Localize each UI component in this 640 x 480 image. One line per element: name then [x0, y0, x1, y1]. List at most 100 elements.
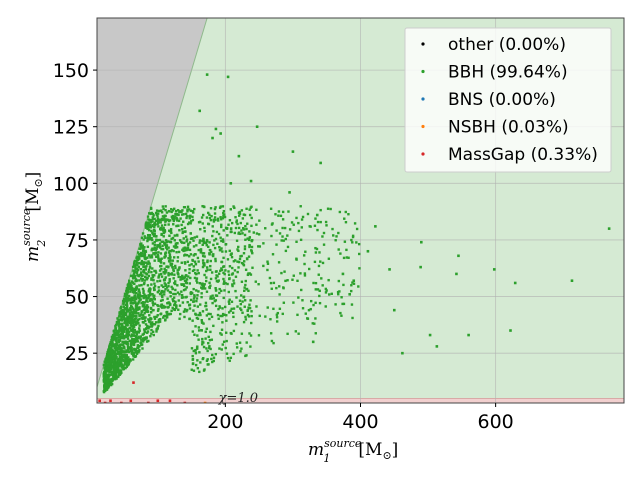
bbh-point — [150, 318, 152, 320]
bbh-point — [292, 301, 294, 303]
bbh-point — [239, 211, 241, 213]
bbh-point — [238, 261, 240, 263]
bbh-point — [297, 222, 299, 224]
bbh-point — [281, 235, 283, 237]
x-tick-label: 200 — [207, 411, 243, 433]
bbh-point — [159, 318, 161, 320]
bbh-point — [221, 315, 223, 317]
bbh-point — [147, 340, 149, 342]
bbh-point — [162, 227, 164, 229]
bbh-point — [140, 255, 142, 257]
bbh-point — [201, 240, 203, 242]
bbh-point — [184, 308, 186, 310]
bbh-point — [332, 234, 334, 236]
bbh-point — [147, 284, 149, 286]
bbh-point — [249, 345, 251, 347]
bbh-point — [125, 362, 127, 364]
bbh-point — [187, 243, 189, 245]
bbh-point — [305, 312, 307, 314]
bbh-point — [172, 223, 174, 225]
bbh-point — [177, 256, 179, 258]
bbh-point — [123, 346, 125, 348]
bbh-point — [170, 264, 172, 266]
bbh-point — [239, 342, 241, 344]
bbh-point — [137, 312, 139, 314]
bbh-point — [248, 332, 250, 334]
bbh-point — [145, 327, 147, 329]
bbh-point — [146, 332, 148, 334]
bbh-point — [233, 207, 235, 209]
bbh-point — [122, 344, 124, 346]
bbh-point — [156, 328, 158, 330]
bbh-point — [245, 280, 247, 282]
bbh-point — [342, 284, 344, 286]
bbh-point — [222, 343, 224, 345]
bbh-point — [138, 300, 140, 302]
bbh-point — [206, 266, 208, 268]
bbh-point — [228, 274, 230, 276]
bbh-point — [163, 272, 165, 274]
bbh-point — [125, 312, 127, 314]
bbh-point — [231, 283, 233, 285]
bbh-point — [275, 243, 277, 245]
bbh-point — [223, 289, 225, 291]
bbh-point — [191, 216, 193, 218]
bbh-point — [193, 265, 195, 267]
bbh-point — [216, 231, 218, 233]
bbh-point — [216, 280, 218, 282]
bbh-point — [303, 263, 305, 265]
bbh-point — [312, 322, 314, 324]
bbh-point — [140, 271, 142, 273]
bbh-point — [240, 294, 242, 296]
bbh-point — [181, 213, 183, 215]
bbh-point — [243, 252, 245, 254]
bbh-point — [241, 333, 243, 335]
bbh-point — [166, 297, 168, 299]
bbh-point — [198, 241, 200, 243]
bbh-point — [149, 292, 151, 294]
bbh-point — [202, 238, 204, 240]
bbh-point — [343, 257, 345, 259]
bbh-point — [239, 300, 241, 302]
bbh-point — [234, 290, 236, 292]
bbh-point — [135, 287, 137, 289]
bbh-point — [219, 249, 221, 251]
bbh-point — [161, 299, 163, 301]
bbh-point — [134, 260, 136, 262]
bbh-point — [295, 241, 297, 243]
bbh-point — [161, 245, 163, 247]
bbh-point — [202, 287, 204, 289]
bbh-point — [194, 253, 196, 255]
bbh-point — [139, 337, 141, 339]
bbh-point — [209, 217, 211, 219]
bbh-point — [284, 227, 286, 229]
bbh-point — [117, 358, 119, 360]
bbh-point — [174, 289, 176, 291]
bbh-point — [171, 272, 173, 274]
bbh-point — [183, 242, 185, 244]
bbh-point — [132, 358, 134, 360]
bbh-point — [174, 293, 176, 295]
bbh-point — [127, 363, 129, 365]
bbh-point — [249, 299, 251, 301]
bbh-point — [141, 279, 143, 281]
bbh-point — [177, 309, 179, 311]
bbh-point — [185, 281, 187, 283]
bbh-point — [128, 299, 130, 301]
bbh-point — [170, 211, 172, 213]
bbh-point — [312, 304, 314, 306]
bbh-point — [161, 224, 163, 226]
bbh-point — [201, 319, 203, 321]
bbh-point — [340, 315, 342, 317]
bbh-point — [208, 241, 210, 243]
bbh-point — [136, 279, 138, 281]
bbh-point — [145, 223, 147, 225]
bbh-point — [115, 339, 117, 341]
bbh-point — [129, 321, 131, 323]
bbh-point — [149, 234, 151, 236]
bbh-point — [178, 267, 180, 269]
bbh-point — [245, 228, 247, 230]
bbh-point — [122, 302, 124, 304]
bbh-point — [221, 307, 223, 309]
bbh-point — [175, 305, 177, 307]
